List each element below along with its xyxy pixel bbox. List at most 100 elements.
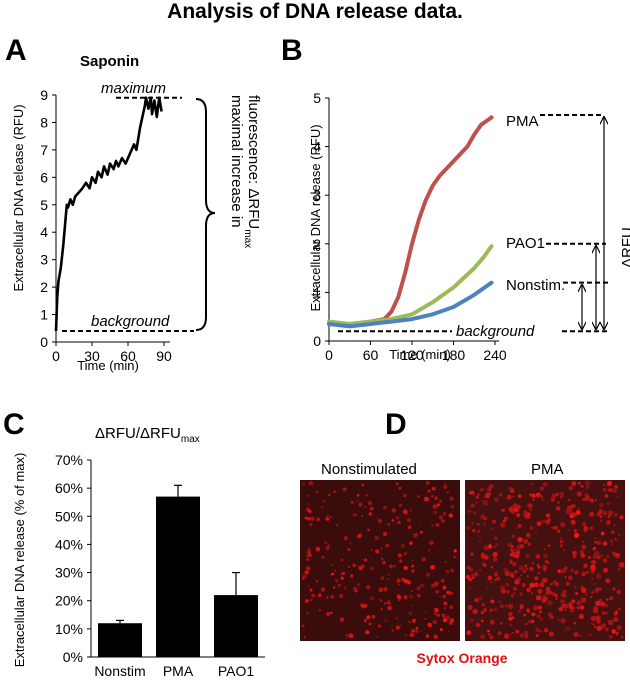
fluorescent-cell bbox=[562, 569, 566, 573]
fluorescent-cell bbox=[602, 487, 607, 492]
fluorescent-cell bbox=[589, 498, 594, 503]
fluorescent-cell bbox=[570, 568, 574, 573]
fluorescent-cell bbox=[575, 592, 579, 595]
fluorescent-cell bbox=[557, 619, 560, 621]
fluorescent-cell bbox=[398, 583, 400, 586]
fluorescent-cell bbox=[512, 495, 515, 498]
fluorescent-cell bbox=[614, 485, 619, 489]
panel-a-bracket-text-2-main: fluorescence: ΔRFU bbox=[245, 95, 262, 229]
panel-b-series-label-pma: PMA bbox=[506, 113, 539, 130]
fluorescent-cell bbox=[530, 592, 534, 595]
fluorescent-cell bbox=[522, 538, 529, 544]
fluorescent-cell bbox=[529, 508, 533, 511]
fluorescent-cell bbox=[493, 545, 496, 548]
fluorescent-cell bbox=[594, 498, 597, 502]
fluorescent-cell bbox=[523, 630, 529, 636]
fluorescent-cell bbox=[412, 533, 418, 538]
fluorescent-cell bbox=[408, 621, 411, 624]
fluorescent-cell bbox=[584, 592, 588, 596]
fluorescent-cell bbox=[612, 551, 616, 555]
fluorescent-cell bbox=[472, 608, 478, 615]
fluorescent-cell bbox=[357, 534, 362, 539]
fluorescent-cell bbox=[368, 501, 373, 506]
fluorescent-cell bbox=[547, 600, 553, 606]
fluorescent-cell bbox=[508, 611, 513, 617]
panel-a-x-tick-label: 90 bbox=[156, 348, 172, 364]
fluorescent-cell bbox=[466, 630, 472, 636]
fluorescent-cell bbox=[341, 558, 344, 562]
fluorescent-cell bbox=[387, 605, 392, 611]
fluorescent-cell bbox=[510, 548, 514, 552]
fluorescent-cell bbox=[505, 583, 510, 587]
fluorescent-cell bbox=[598, 587, 602, 591]
fluorescent-cell bbox=[509, 623, 513, 627]
fluorescent-cell bbox=[339, 593, 344, 598]
fluorescent-cell bbox=[453, 549, 457, 553]
fluorescent-cell bbox=[303, 635, 306, 639]
fluorescent-cell bbox=[391, 519, 395, 522]
fluorescent-cell bbox=[509, 633, 512, 636]
fluorescent-cell bbox=[480, 552, 486, 557]
fluorescent-cell bbox=[315, 546, 321, 552]
fluorescent-cell bbox=[336, 524, 339, 527]
panel-c-bar-pma bbox=[156, 496, 200, 657]
fluorescent-cell bbox=[403, 493, 407, 498]
fluorescent-cell bbox=[595, 600, 601, 606]
fluorescent-cell bbox=[511, 534, 516, 539]
fluorescent-cell bbox=[444, 560, 447, 563]
fluorescent-cell bbox=[608, 634, 613, 639]
fluorescent-cell bbox=[607, 480, 612, 486]
fluorescent-cell bbox=[505, 604, 508, 608]
fluorescent-cell bbox=[475, 495, 479, 499]
panel-d-cells bbox=[301, 480, 625, 640]
fluorescent-cell bbox=[384, 602, 387, 605]
fluorescent-cell bbox=[543, 553, 548, 559]
panel-b-x-tick-label: 180 bbox=[442, 347, 466, 363]
fluorescent-cell bbox=[518, 565, 524, 571]
fluorescent-cell bbox=[560, 537, 562, 540]
fluorescent-cell bbox=[523, 510, 528, 516]
fluorescent-cell bbox=[409, 632, 414, 638]
fluorescent-cell bbox=[565, 508, 572, 515]
fluorescent-cell bbox=[370, 566, 374, 571]
fluorescent-cell bbox=[473, 493, 476, 496]
fluorescent-cell bbox=[417, 594, 421, 598]
fluorescent-cell bbox=[543, 548, 546, 551]
fluorescent-cell bbox=[512, 586, 518, 592]
fluorescent-cell bbox=[325, 516, 330, 521]
fluorescent-cell bbox=[524, 622, 528, 626]
fluorescent-cell bbox=[425, 634, 430, 638]
fluorescent-cell bbox=[446, 491, 449, 494]
fluorescent-cell bbox=[302, 574, 307, 580]
fluorescent-cell bbox=[411, 564, 415, 568]
fluorescent-cell bbox=[530, 619, 535, 624]
fluorescent-cell bbox=[476, 493, 480, 497]
fluorescent-cell bbox=[572, 551, 576, 555]
fluorescent-cell bbox=[573, 529, 578, 533]
fluorescent-cell bbox=[610, 539, 613, 543]
fluorescent-cell bbox=[305, 599, 309, 603]
fluorescent-cell bbox=[581, 490, 584, 493]
fluorescent-cell bbox=[308, 553, 312, 557]
fluorescent-cell bbox=[493, 497, 499, 502]
fluorescent-cell bbox=[616, 496, 619, 498]
fluorescent-cell bbox=[518, 524, 522, 528]
fluorescent-cell bbox=[370, 549, 373, 551]
fluorescent-cell bbox=[310, 598, 313, 602]
fluorescent-cell bbox=[384, 619, 387, 622]
panel-b-y-tick-label: 0 bbox=[313, 333, 321, 349]
figure-title: Analysis of DNA release data. bbox=[167, 0, 463, 23]
fluorescent-cell bbox=[571, 481, 577, 487]
fluorescent-cell bbox=[522, 569, 527, 574]
fluorescent-cell bbox=[356, 494, 360, 497]
fluorescent-cell bbox=[533, 582, 539, 588]
fluorescent-cell bbox=[545, 566, 548, 569]
fluorescent-cell bbox=[431, 524, 434, 527]
fluorescent-cell bbox=[403, 552, 407, 556]
fluorescent-cell bbox=[419, 530, 423, 534]
fluorescent-cell bbox=[442, 594, 447, 599]
fluorescent-cell bbox=[466, 526, 470, 530]
panel-c-y-tick-label: 50% bbox=[55, 508, 83, 524]
fluorescent-cell bbox=[504, 570, 510, 577]
panel-d: Nonstimulated PMA Sytox Orange bbox=[300, 461, 625, 666]
